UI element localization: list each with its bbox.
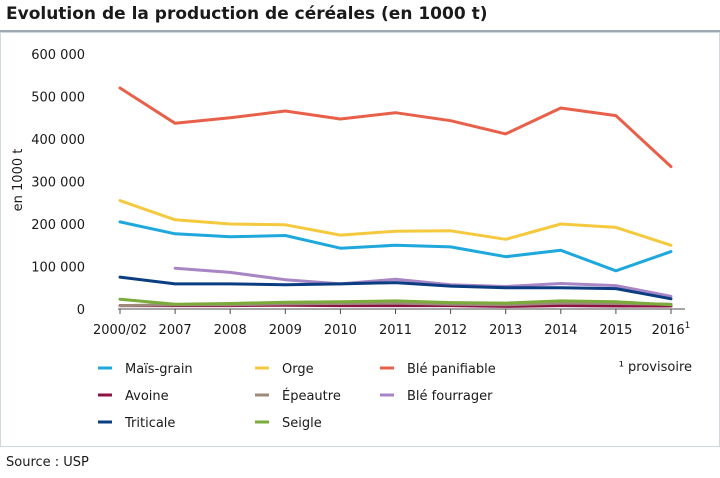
legend-label: Avoine xyxy=(125,389,169,404)
x-tick-label: 2015 xyxy=(599,323,632,338)
legend: Maïs-grain Orge Blé panifiable Avoine Épeaut… xyxy=(98,362,496,431)
series-line xyxy=(118,275,673,301)
title-rule xyxy=(0,30,720,32)
y-tick-label: 0 xyxy=(77,303,85,318)
y-axis: 600 000 500 000 400 000 300 000 200 000 100 0… xyxy=(31,48,85,318)
x-tick-label: 2008 xyxy=(214,323,247,338)
y-axis-label: en 1000 t xyxy=(11,149,26,212)
series-line xyxy=(118,199,673,247)
x-axis: 2000/02 2007 2008 2009 2010 2011 2012 2013 2014 2… xyxy=(93,309,690,338)
x-tick-label: 2011 xyxy=(379,323,412,338)
y-tick-label: 200 000 xyxy=(31,218,85,233)
legend-label: Blé fourrager xyxy=(407,389,493,404)
series-line xyxy=(118,220,673,273)
legend-label: Seigle xyxy=(282,416,322,431)
x-tick-label: 2012 xyxy=(434,323,467,338)
line-chart: 600 000 500 000 400 000 300 000 200 000 100 0… xyxy=(11,48,692,431)
source-note: Source : USP xyxy=(6,455,89,470)
footnote: ¹ provisoire xyxy=(619,360,692,375)
x-tick-label: 2009 xyxy=(269,323,302,338)
x-tick-label: 2014 xyxy=(544,323,577,338)
series-group xyxy=(118,86,673,308)
legend-label: Épeautre xyxy=(282,388,341,404)
y-tick-label: 300 000 xyxy=(31,176,85,191)
chart-frame xyxy=(0,32,720,447)
y-tick-label: 400 000 xyxy=(31,133,85,148)
legend-label: Blé panifiable xyxy=(407,362,496,377)
x-tick-label: 2013 xyxy=(489,323,522,338)
legend-label: Triticale xyxy=(124,416,175,431)
y-tick-label: 500 000 xyxy=(31,91,85,106)
x-tick-label: 2010 xyxy=(324,323,357,338)
series-line xyxy=(173,266,673,298)
y-tick-label: 100 000 xyxy=(31,261,85,276)
x-tick-label: 2007 xyxy=(159,323,192,338)
legend-label: Maïs-grain xyxy=(125,362,193,377)
x-tick-label: 2000/02 xyxy=(93,323,147,338)
chart-title: Evolution de la production de céréales (… xyxy=(6,4,488,24)
legend-label: Orge xyxy=(282,362,314,377)
y-tick-label: 600 000 xyxy=(31,48,85,63)
series-line xyxy=(118,86,673,169)
series-line xyxy=(118,297,673,307)
x-tick-label: 20161 xyxy=(652,321,691,338)
